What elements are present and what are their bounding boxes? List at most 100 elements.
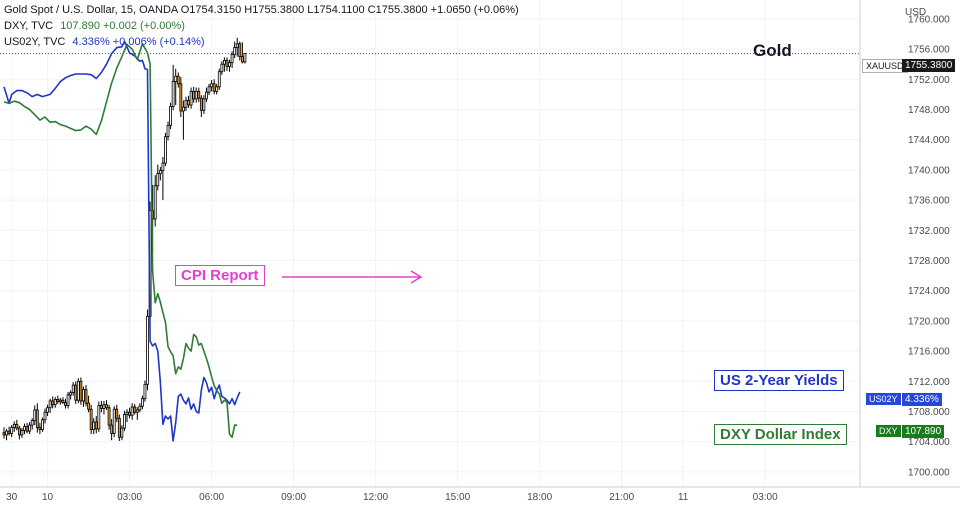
candle (169, 102, 172, 130)
candle-body (97, 405, 101, 430)
candle-body (220, 63, 224, 73)
candle (112, 406, 116, 438)
candle (76, 378, 80, 404)
xauusd-name-tag: XAUUSD (862, 59, 908, 73)
time-tick-label[interactable]: 03:00 (117, 492, 142, 503)
candle-body (46, 407, 49, 413)
time-tick-label[interactable]: 21:00 (609, 492, 634, 503)
time-tick-label[interactable]: 18:00 (527, 492, 552, 503)
candle-body (35, 409, 39, 428)
candle (179, 77, 183, 118)
candle-body (187, 100, 190, 106)
candle-body (169, 106, 172, 126)
candle-body (28, 424, 32, 432)
cpi-arrow-head (410, 270, 423, 284)
candle-body (184, 100, 188, 108)
candle (166, 121, 170, 141)
dxy-legend-symbol: DXY, TVC (4, 20, 54, 32)
candle (53, 397, 57, 408)
candle-body (53, 399, 57, 406)
candle-body (182, 106, 185, 112)
candle-body (133, 406, 137, 413)
candle-body (199, 97, 203, 111)
candle-body (66, 394, 70, 406)
candle-body (225, 60, 229, 67)
candle (143, 380, 147, 402)
price-tick-label: 1732.000 (908, 226, 950, 237)
candle-body (84, 389, 88, 404)
candle-body (233, 47, 237, 55)
candle-body (10, 426, 14, 434)
overlay-lines (3, 40, 241, 442)
candle-body (235, 43, 239, 48)
candle (43, 408, 47, 424)
candle (38, 422, 42, 435)
candle (205, 87, 208, 102)
candle-body (79, 380, 83, 402)
candle (107, 404, 111, 430)
candle (228, 59, 231, 72)
candle (212, 79, 216, 95)
cpi-report-label: CPI Report (175, 265, 265, 286)
candle-body (205, 91, 208, 100)
candle (207, 83, 211, 96)
candle-body (2, 432, 6, 436)
candle (135, 406, 139, 420)
candle (82, 386, 85, 407)
candle (230, 51, 234, 68)
time-tick-label[interactable]: 12:00 (363, 492, 388, 503)
candle (156, 164, 160, 191)
candle-body (207, 86, 211, 93)
time-tick-label[interactable]: 06:00 (199, 492, 224, 503)
candle (89, 404, 93, 435)
candle-body (71, 384, 75, 394)
time-tick-label[interactable]: 10 (42, 492, 54, 503)
dxy-label: DXY Dollar Index (714, 424, 847, 445)
candle-body (156, 173, 160, 187)
candle-body (105, 404, 108, 409)
candle-body (99, 405, 103, 409)
candle-body (212, 83, 216, 92)
us02y-value-tag: 4.336% (902, 393, 942, 406)
candle-body (217, 71, 221, 88)
candle (199, 95, 203, 118)
candle-body (43, 411, 47, 421)
time-tick-label[interactable]: 15:00 (445, 492, 470, 503)
candle-body (153, 185, 157, 220)
candle (194, 87, 198, 103)
time-tick-label[interactable]: 30 (6, 492, 18, 503)
candle-body (192, 90, 196, 100)
us02y-legend-symbol: US02Y, TVC (4, 36, 66, 48)
candle-body (243, 53, 247, 63)
candle-body (7, 430, 11, 434)
candles (2, 37, 247, 441)
candle-body (143, 383, 147, 400)
time-axis[interactable]: 30 10 03:00 06:00 09:00 12:00 15:00 18:00 21:00 1… (6, 492, 778, 503)
candle (5, 428, 8, 441)
candle-body (64, 402, 67, 406)
us02y-name-tag: US02Y (866, 393, 901, 405)
time-tick-label[interactable]: 03:00 (753, 492, 778, 503)
candle-body (92, 421, 96, 431)
candle-body (12, 423, 16, 428)
candle (92, 418, 96, 435)
dxy-legend-values: 107.890 +0.002 (+0.00%) (60, 20, 185, 32)
time-tick-label[interactable]: 09:00 (281, 492, 306, 503)
time-tick-label[interactable]: 11 (678, 492, 689, 503)
candle (84, 385, 88, 407)
candle (99, 400, 103, 413)
candle-body (146, 315, 149, 385)
candle (243, 53, 247, 64)
candle (158, 166, 162, 181)
candle (176, 72, 180, 88)
us02y-line (3, 40, 241, 442)
candle-body (56, 399, 60, 403)
candle-body (215, 86, 219, 92)
candle-body (15, 423, 19, 429)
candle (140, 395, 144, 410)
candle (161, 157, 165, 201)
candle (182, 100, 185, 140)
candle (64, 398, 67, 409)
price-tick-label: 1704.000 (908, 437, 950, 448)
candle-body (120, 427, 124, 438)
